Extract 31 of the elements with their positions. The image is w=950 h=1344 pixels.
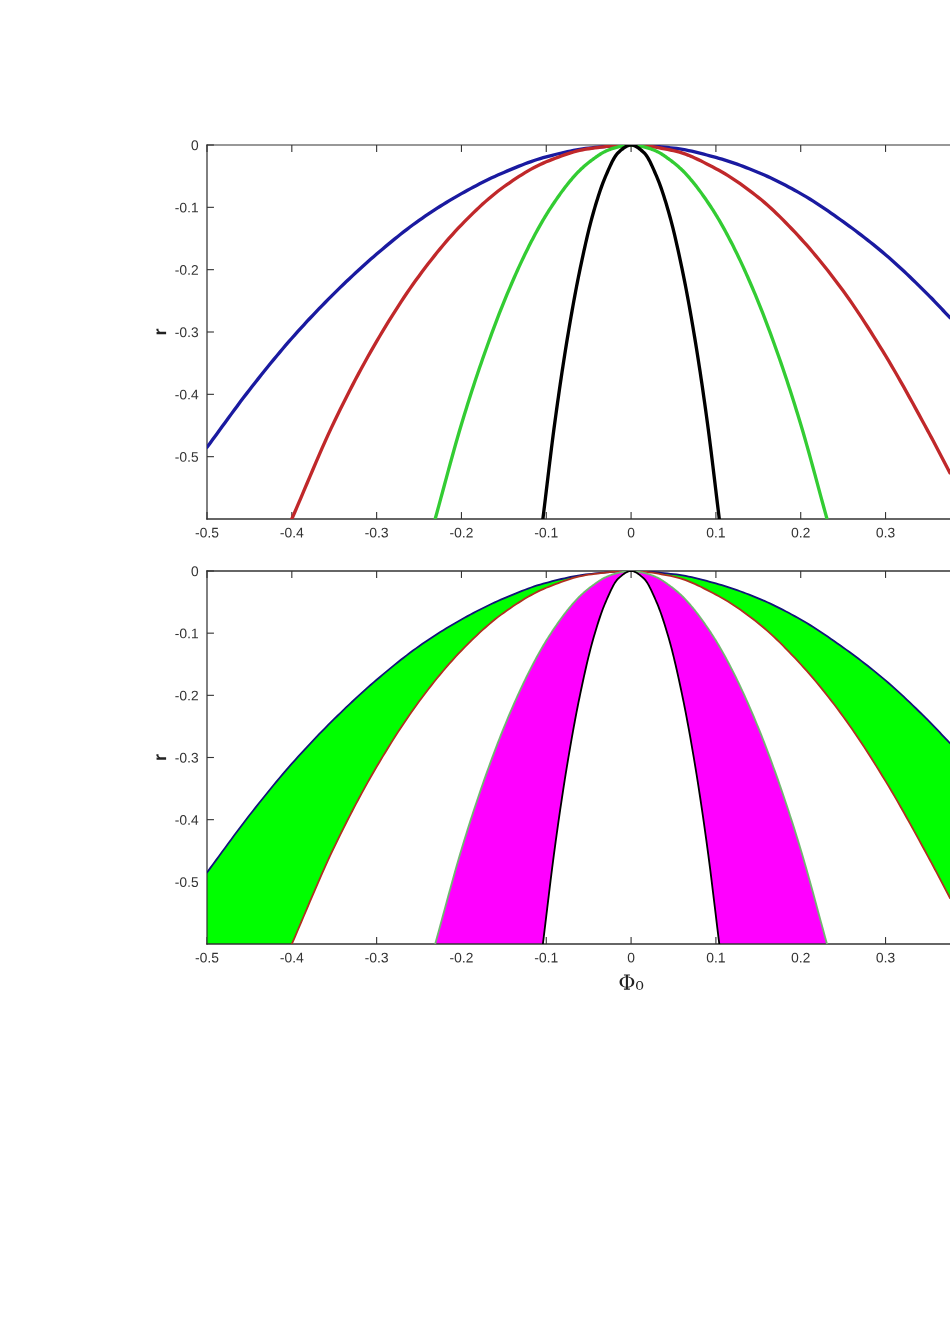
y-tick-label: -0.2 [175, 265, 198, 275]
y-tick-label: 0 [191, 566, 199, 577]
x-tick-label: 0.1 [706, 952, 725, 963]
y-tick-label: -0.4 [175, 389, 199, 400]
x-axis-title: Φ₀ [619, 974, 644, 990]
y-tick-label: 0 [191, 140, 199, 151]
x-tick-label: -0.1 [534, 527, 558, 538]
y-tick-label: -0.3 [175, 327, 199, 338]
x-tick-label: -0.2 [450, 527, 473, 538]
x-tick-label: -0.4 [280, 527, 304, 538]
y-tick-label: -0.4 [175, 815, 199, 825]
x-tick-label: 0.2 [791, 952, 810, 963]
x-tick-label: 0.3 [876, 952, 895, 963]
y-axis-title: r [156, 754, 167, 760]
x-tick-label: 0 [627, 952, 635, 963]
x-tick-label: -0.2 [450, 952, 473, 963]
x-tick-label: -0.3 [365, 952, 388, 963]
x-tick-label: -0.4 [280, 952, 304, 963]
x-tick-label: 0.1 [706, 527, 725, 538]
y-tick-label: -0.1 [175, 202, 198, 213]
x-tick-label: -0.1 [534, 952, 558, 963]
y-tick-label: -0.5 [175, 877, 199, 887]
y-tick-label: -0.1 [175, 628, 198, 639]
y-tick-label: -0.3 [175, 752, 199, 763]
y-axis-title: r [156, 328, 167, 335]
y-tick-label: -0.5 [175, 452, 199, 462]
y-tick-label: -0.2 [175, 690, 198, 701]
x-tick-label: -0.3 [365, 527, 388, 538]
x-tick-label: 0.2 [791, 527, 810, 538]
x-tick-label: 0.3 [876, 527, 895, 538]
x-tick-label: 0 [627, 527, 635, 538]
